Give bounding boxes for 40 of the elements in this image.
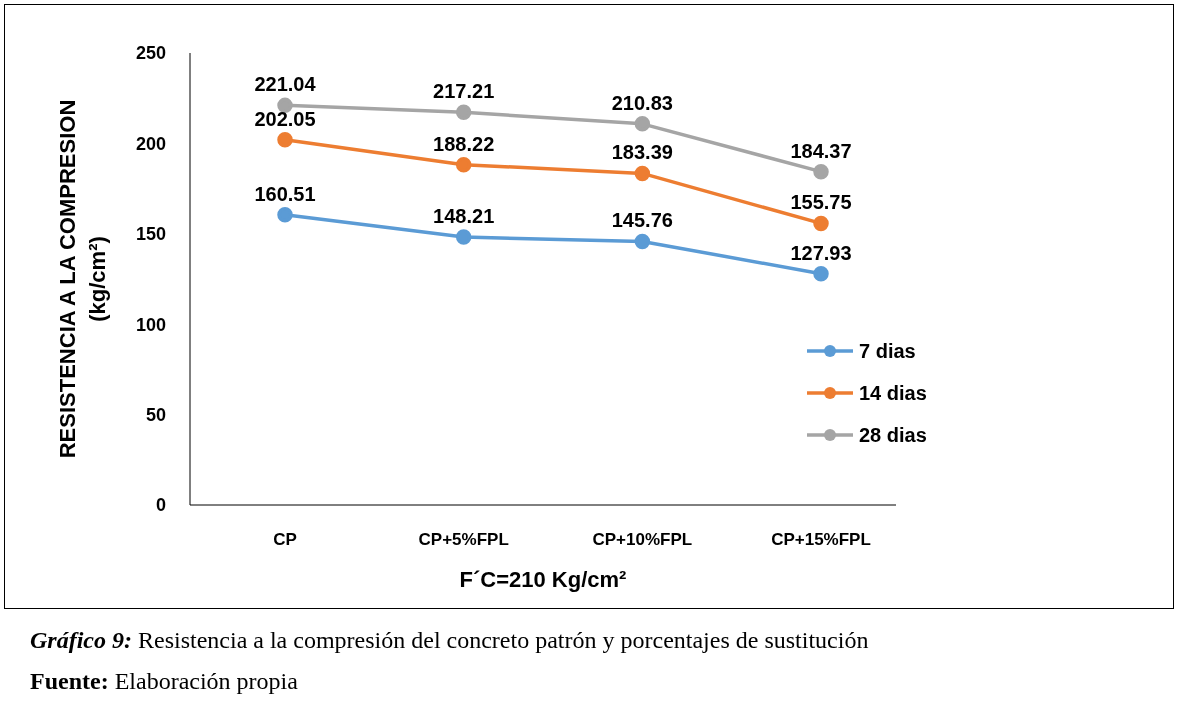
data-label: 183.39: [611, 141, 673, 164]
point: [455, 156, 472, 173]
point: [455, 104, 472, 121]
legend-label: 28 dias: [859, 423, 927, 447]
point: [813, 163, 829, 180]
data-label: 202.05: [254, 107, 316, 130]
point: [634, 165, 651, 182]
y-tick-label: 0: [155, 495, 166, 516]
data-label: 127.93: [790, 241, 852, 264]
point: [277, 131, 293, 148]
x-tick-label: CP+10%FPL: [592, 530, 693, 550]
text: Gráfico 9: Resistencia a la compresión del concreto patrón y porcentajes de sustitución: [30, 627, 870, 654]
point: [455, 229, 472, 245]
data-label: 217.21: [433, 80, 495, 103]
y-tick-label: 100: [135, 314, 166, 335]
point: [813, 215, 829, 232]
data-label: 188.22: [433, 132, 495, 155]
y-tick-label: 50: [145, 404, 166, 425]
data-label: 210.83: [611, 91, 673, 114]
x-axis-title: F´C=210 Kg/cm²: [459, 567, 627, 592]
x-tick-label: CP: [273, 530, 297, 550]
y-tick-label: 150: [135, 224, 166, 245]
data-label: 145.76: [611, 209, 673, 232]
point: [634, 116, 651, 132]
data-label: 184.37: [790, 139, 852, 162]
x-tick-label: CP+15%FPL: [771, 530, 871, 550]
data-label: 155.75: [790, 191, 852, 214]
y-axis-title: RESISTENCIA A LA COMPRESION (kg/cm²): [55, 99, 110, 459]
point: [813, 265, 829, 282]
x-tick-label: CP+5%FPL: [418, 530, 509, 550]
source-note: Fuente: Elaboración propia: [30, 668, 299, 695]
point: [277, 207, 293, 223]
data-label: 221.04: [254, 73, 317, 96]
data-label: 160.51: [254, 182, 316, 205]
y-tick-label: 250: [135, 43, 166, 64]
data-label: 148.21: [433, 205, 495, 228]
legend-label: 14 dias: [859, 381, 927, 405]
point: [634, 233, 651, 250]
legend-label: 7 dias: [859, 339, 916, 363]
y-tick-label: 200: [135, 133, 166, 154]
